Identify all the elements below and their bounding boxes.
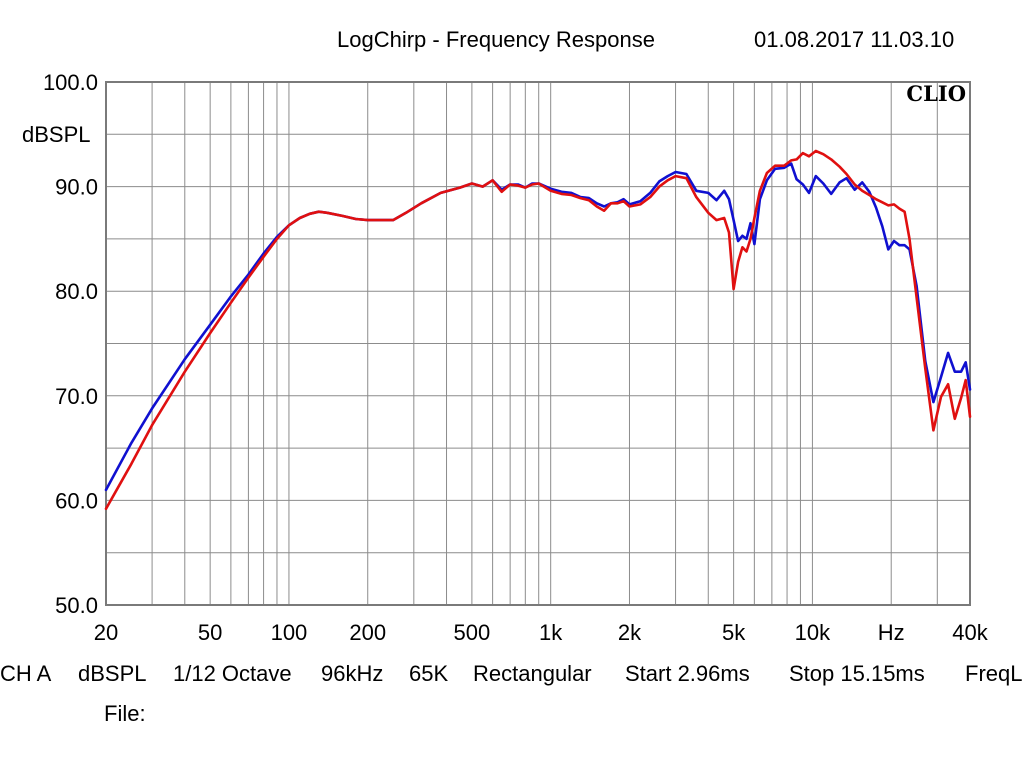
x-tick-label: 10k bbox=[795, 620, 831, 645]
x-tick-label: 40k bbox=[952, 620, 988, 645]
window-setting: Rectangular bbox=[473, 661, 592, 686]
chart-grid bbox=[106, 82, 970, 605]
sample-rate-setting: 96kHz bbox=[321, 661, 384, 686]
x-tick-label: 100 bbox=[271, 620, 308, 645]
y-tick-label: 80.0 bbox=[55, 279, 98, 304]
y-tick-label: 100.0 bbox=[43, 70, 98, 95]
unit-setting: dBSPL bbox=[78, 661, 147, 686]
response-trace-blue bbox=[104, 162, 972, 492]
fft-size-setting: 65K bbox=[409, 661, 449, 686]
channel-setting: CH A bbox=[0, 661, 52, 686]
plot-frame bbox=[105, 81, 971, 606]
measurement-settings-bar: CH A dBSPL 1/12 Octave 96kHz 65K Rectang… bbox=[0, 661, 1024, 687]
x-tick-label: 20 bbox=[94, 620, 118, 645]
smoothing-setting: 1/12 Octave bbox=[173, 661, 292, 686]
y-tick-label: 60.0 bbox=[55, 488, 98, 513]
chart-traces bbox=[104, 149, 972, 511]
file-label: File: bbox=[104, 701, 146, 726]
x-tick-label: 200 bbox=[349, 620, 386, 645]
measurement-datetime: 01.08.2017 11.03.10 bbox=[754, 27, 955, 52]
y-axis-ticks: 100.0 90.0 80.0 70.0 60.0 50.0 bbox=[43, 70, 98, 618]
start-time-setting: Start 2.96ms bbox=[625, 661, 750, 686]
y-axis-unit-label: dBSPL bbox=[22, 122, 91, 147]
stop-time-setting: Stop 15.15ms bbox=[789, 661, 925, 686]
frequency-mode-setting: FreqL bbox=[965, 661, 1023, 686]
y-tick-label: 50.0 bbox=[55, 593, 98, 618]
y-tick-label: 70.0 bbox=[55, 384, 98, 409]
x-tick-label: 2k bbox=[618, 620, 642, 645]
y-tick-label: 90.0 bbox=[55, 175, 98, 200]
clio-logo: CLIO bbox=[906, 81, 966, 106]
x-tick-label: 5k bbox=[722, 620, 746, 645]
x-tick-label: 500 bbox=[454, 620, 491, 645]
x-axis-ticks: 20 50 100 200 500 1k 2k 5k 10k Hz 40k bbox=[94, 620, 989, 645]
chart-title: LogChirp - Frequency Response bbox=[337, 27, 655, 52]
x-tick-label: 1k bbox=[539, 620, 563, 645]
response-trace-red bbox=[104, 149, 972, 511]
x-tick-label: Hz bbox=[878, 620, 905, 645]
x-tick-label: 50 bbox=[198, 620, 222, 645]
